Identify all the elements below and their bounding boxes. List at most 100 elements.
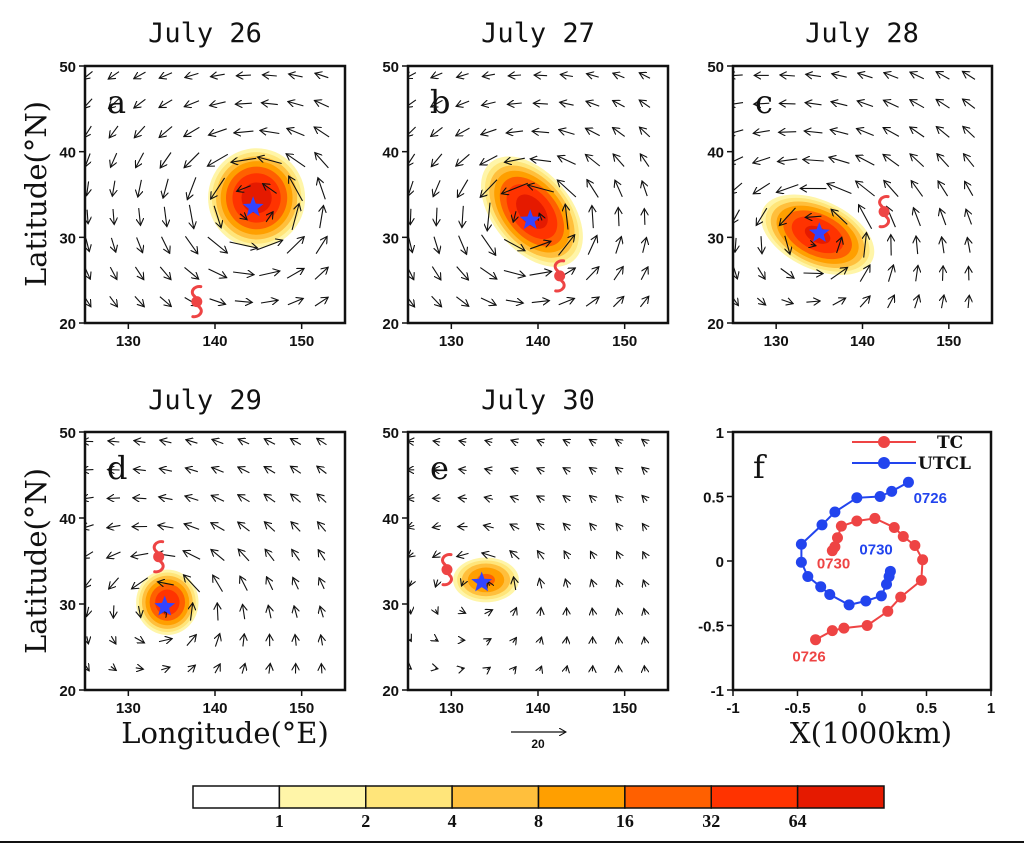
- wind-arrow: [211, 177, 226, 199]
- panel-f-track-plot: -1-1 -0.5 -0.5 0 0 0.5 0.5 1 1 0726 0730 0726 0730 TC…: [698, 425, 995, 717]
- wind-arrow: [837, 237, 842, 254]
- wind-arrow: [461, 668, 464, 669]
- wind-arrow: [211, 549, 225, 562]
- wind-arrow: [757, 267, 765, 279]
- plot-area: [733, 71, 976, 309]
- wind-arrow: [211, 74, 225, 77]
- wind-arrow: [514, 577, 516, 591]
- wind-arrow: [533, 103, 548, 104]
- wind-arrow: [613, 101, 625, 108]
- data-point: [874, 491, 886, 502]
- wind-arrow: [259, 271, 280, 276]
- wind-arrow: [963, 126, 975, 138]
- tc-band-lower: [554, 279, 566, 293]
- wind-arrow: [864, 233, 867, 258]
- wind-arrow: [458, 235, 467, 255]
- wind-arrow: [109, 577, 120, 589]
- wind-arrow: [267, 577, 274, 591]
- panel-c-title: July 28: [805, 18, 919, 49]
- wind-arrow: [613, 296, 623, 308]
- wind-arrow: [859, 265, 870, 282]
- wind-arrow: [457, 74, 469, 78]
- wind-arrow: [484, 525, 494, 528]
- wind-arrow: [135, 668, 144, 669]
- wind-arrow: [936, 127, 950, 138]
- wind-arrow: [558, 156, 576, 165]
- wind-arrow: [432, 526, 442, 528]
- wind-arrow: [779, 103, 796, 104]
- legend-marker: [878, 457, 890, 469]
- wind-arrow: [733, 103, 744, 105]
- wind-arrow: [434, 236, 439, 254]
- wind-arrow: [510, 496, 520, 500]
- plot-area: [408, 73, 651, 308]
- wind-arrow: [829, 157, 850, 164]
- wind-arrow: [592, 206, 593, 229]
- wind-arrow: [462, 581, 464, 586]
- wind-arrow: [910, 154, 925, 168]
- wind-arrow: [134, 98, 146, 108]
- x-tick-label: 0.5: [916, 700, 937, 717]
- wind-arrow: [734, 267, 738, 279]
- data-point: [795, 556, 807, 568]
- x-tick-label: 0: [858, 700, 866, 717]
- wind-arrow: [138, 179, 142, 197]
- wind-arrow: [436, 207, 437, 226]
- wind-arrow: [268, 605, 271, 619]
- y-tick-label: 40: [59, 511, 76, 528]
- wind-arrow: [317, 438, 327, 444]
- wind-arrow: [433, 441, 440, 442]
- wind-arrow: [754, 103, 770, 104]
- data-point: [826, 625, 838, 637]
- tc-band-lower: [153, 560, 165, 574]
- data-point: [888, 521, 900, 533]
- wind-arrow: [108, 441, 120, 442]
- colorbar-swatch: [796, 785, 885, 809]
- x-tick-label: 130: [439, 700, 464, 717]
- wind-arrow: [431, 73, 443, 78]
- wind-arrow: [884, 180, 899, 197]
- wind-arrow: [480, 179, 498, 198]
- colorbar-swatch: [537, 785, 626, 809]
- utcl-start-label: 0726: [914, 490, 947, 507]
- wind-arrow: [778, 159, 798, 162]
- tc-symbol-icon: [441, 553, 453, 587]
- y-tick-label: 20: [59, 316, 76, 333]
- plot-area: [85, 71, 330, 319]
- wind-arrow: [756, 207, 768, 225]
- wind-arrow: [315, 73, 329, 78]
- wind-arrow: [210, 102, 226, 106]
- tc-symbol-icon: [190, 285, 203, 319]
- wind-arrow: [107, 525, 121, 527]
- wind-arrow: [883, 100, 899, 108]
- wind-arrow: [435, 668, 438, 669]
- wind-arrow: [287, 298, 303, 306]
- wind-arrow: [211, 495, 225, 501]
- wind-arrow: [585, 297, 599, 307]
- wind-arrow: [857, 101, 874, 108]
- wind-arrow: [910, 127, 925, 138]
- x-tick-label: 150: [289, 333, 314, 350]
- wind-arrow: [643, 237, 647, 253]
- wind-vectors: [85, 438, 327, 674]
- wind-arrow: [87, 606, 89, 617]
- wind-arrow: [507, 103, 522, 104]
- wind-arrow: [286, 154, 306, 168]
- data-point: [884, 565, 896, 577]
- wind-arrow: [109, 98, 120, 109]
- wind-arrow: [963, 99, 976, 109]
- utcl-star-icon: [471, 571, 493, 592]
- wind-arrow: [616, 523, 621, 529]
- x-tick-label: 140: [850, 333, 875, 350]
- y-tick-label: 30: [707, 230, 724, 247]
- wind-arrow: [209, 299, 226, 305]
- tc-eye: [153, 551, 165, 563]
- wind-arrow: [133, 469, 146, 471]
- wind-vectors: [85, 71, 330, 307]
- wind-arrow: [856, 155, 875, 166]
- wind-arrow: [85, 525, 94, 529]
- wind-arrow: [735, 237, 736, 252]
- wind-arrow: [264, 439, 276, 445]
- data-point: [843, 599, 855, 611]
- wind-arrow: [832, 74, 847, 78]
